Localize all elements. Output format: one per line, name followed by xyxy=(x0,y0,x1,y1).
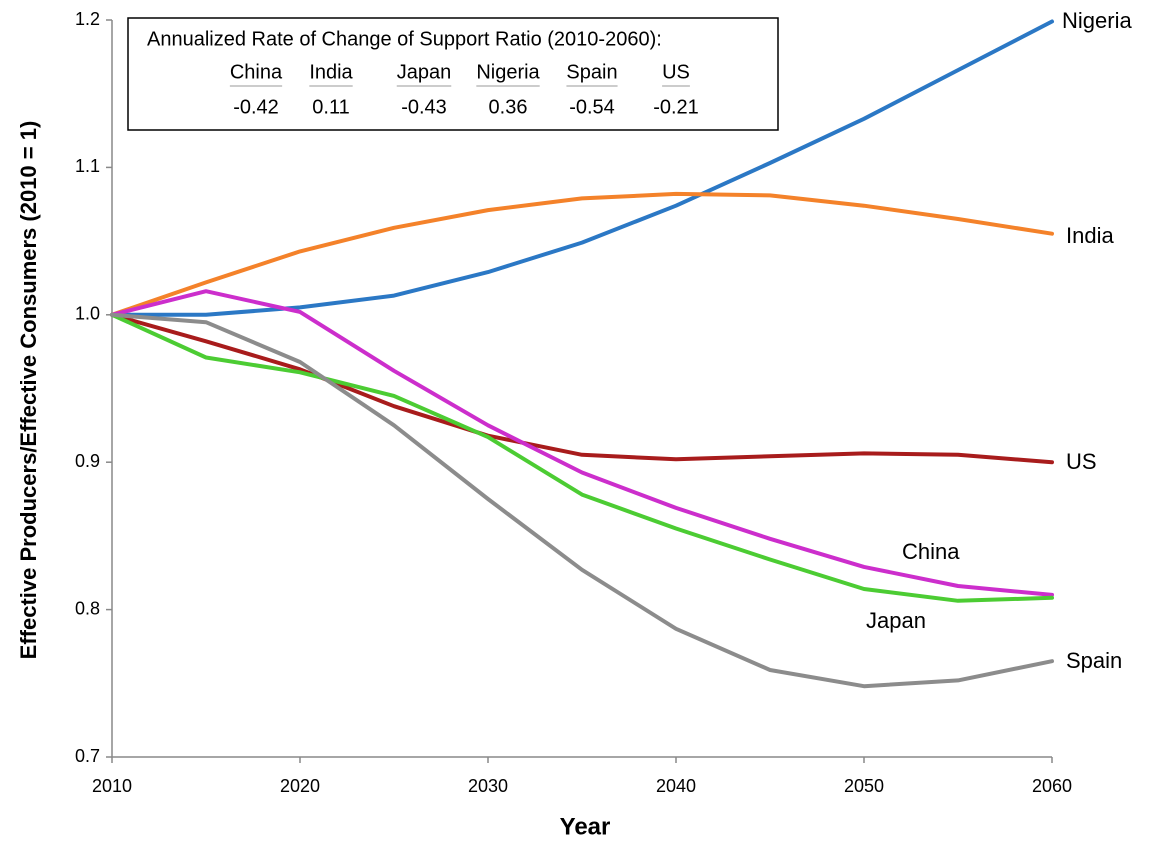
annotation-column: US xyxy=(662,61,690,83)
annotation-box xyxy=(127,17,779,131)
y-tick-label: 1.1 xyxy=(75,156,100,176)
annotation-title: Annualized Rate of Change of Support Rat… xyxy=(147,28,662,50)
annotation-column: Spain xyxy=(566,61,617,83)
series-label: Japan xyxy=(866,608,926,633)
series-line xyxy=(110,289,1054,597)
annotation-column: Nigeria xyxy=(476,61,540,83)
annotation-column: India xyxy=(309,61,353,83)
annotation-value: -0.42 xyxy=(233,96,279,118)
series-label: India xyxy=(1066,223,1114,248)
annotation-value: -0.54 xyxy=(569,96,615,118)
series-label: US xyxy=(1066,449,1097,474)
series-label: Spain xyxy=(1066,648,1122,673)
y-tick-label: 1.2 xyxy=(75,9,100,29)
annotation-value: -0.21 xyxy=(653,96,699,118)
y-tick-label: 1.0 xyxy=(75,304,100,324)
x-tick-label: 2020 xyxy=(280,776,320,796)
x-tick-label: 2040 xyxy=(656,776,696,796)
x-tick-label: 2050 xyxy=(844,776,884,796)
series-label: Nigeria xyxy=(1062,8,1132,33)
annotation-value: -0.43 xyxy=(401,96,447,118)
series-line xyxy=(110,312,1054,465)
y-axis-label: Effective Producers/Effective Consumers … xyxy=(16,121,41,660)
annotation-value: 0.11 xyxy=(312,96,349,118)
x-tick-label: 2060 xyxy=(1032,776,1072,796)
series-line xyxy=(110,312,1054,689)
x-tick-label: 2010 xyxy=(92,776,132,796)
series-label: China xyxy=(902,539,960,564)
annotation-column: China xyxy=(230,61,283,83)
y-tick-label: 0.9 xyxy=(75,451,100,471)
series-line xyxy=(110,19,1054,317)
x-tick-label: 2030 xyxy=(468,776,508,796)
annotation-column: Japan xyxy=(397,61,452,83)
annotation-value: 0.36 xyxy=(489,96,528,118)
y-tick-label: 0.7 xyxy=(75,746,100,766)
x-axis-label: Year xyxy=(560,813,611,840)
series-line xyxy=(110,312,1054,603)
series-line xyxy=(110,191,1054,317)
y-tick-label: 0.8 xyxy=(75,598,100,618)
